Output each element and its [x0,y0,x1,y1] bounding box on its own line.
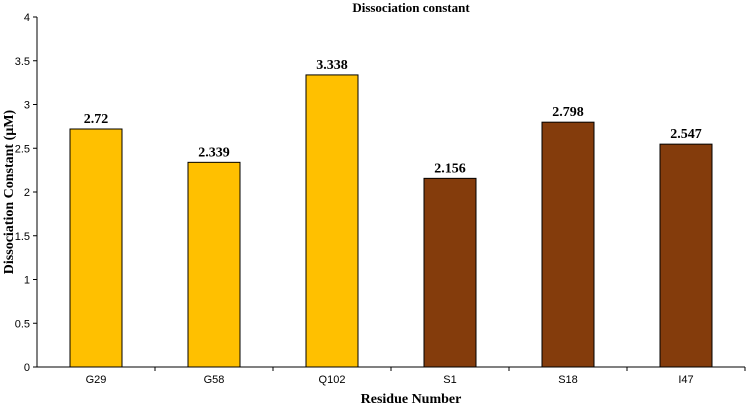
y-axis-ticks: 0 0.5 1 1.5 2 2.5 3 3.5 4 [15,12,37,374]
x-tick-label-g29: G29 [86,374,107,386]
y-tick-label: 0.5 [15,318,30,330]
bar-g58 [187,161,241,368]
data-label-s1: 2.156 [434,161,466,176]
y-tick-label: 0 [24,362,30,374]
y-tick-label: 3 [24,100,30,112]
data-label-g29: 2.72 [84,112,109,127]
bar-g29 [69,128,123,368]
x-tick-label-s1: S1 [443,374,456,386]
data-labels-group: 2.72 2.339 3.338 2.156 2.798 2.547 [84,58,702,176]
data-label-q102: 3.338 [316,58,348,73]
bar-i47 [659,143,713,368]
y-tick-label: 2.5 [15,143,30,155]
bar-s1 [423,177,477,368]
y-tick-label: 4 [24,12,30,24]
x-axis-label: Residue Number [361,392,462,405]
x-axis-ticks: G29 G58 Q102 S1 S18 I47 [86,367,746,386]
data-label-s18: 2.798 [552,105,584,120]
y-tick-label: 2 [24,187,30,199]
bars-group [69,74,713,368]
x-tick-label-q102: Q102 [319,374,346,386]
y-axis-label: Dissociation Constant (µM) [2,109,17,274]
bar-q102 [305,74,359,368]
y-tick-label: 3.5 [15,56,30,68]
bar-s18 [541,121,595,368]
chart-title: Dissociation constant [352,0,470,15]
data-label-g58: 2.339 [198,145,230,160]
y-tick-label: 1.5 [15,231,30,243]
x-tick-label-s18: S18 [558,374,578,386]
x-tick-label-i47: I47 [678,374,693,386]
y-tick-label: 1 [24,275,30,287]
x-tick-label-g58: G58 [204,374,225,386]
data-label-i47: 2.547 [670,127,702,142]
